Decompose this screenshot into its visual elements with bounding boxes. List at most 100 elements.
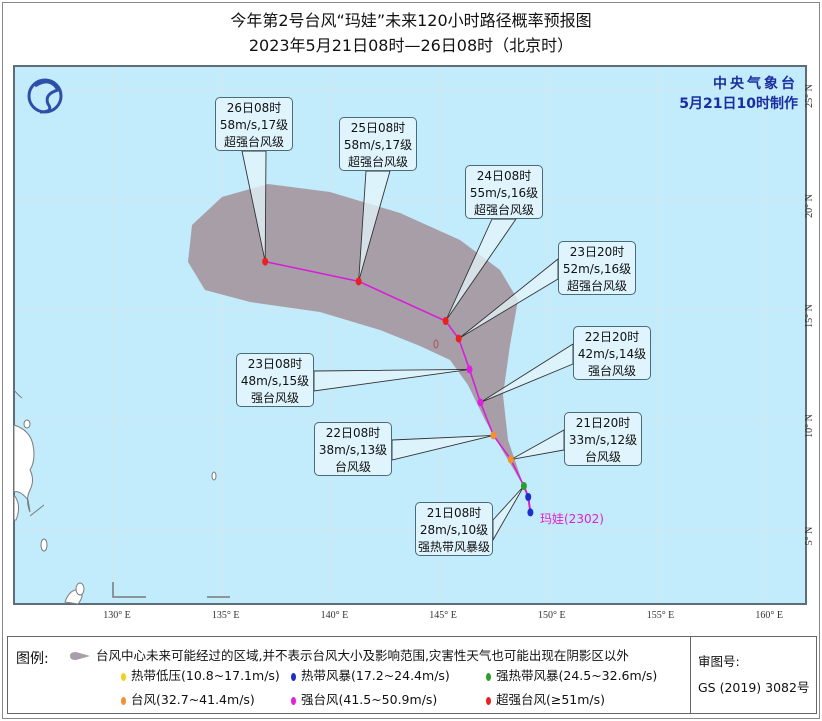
forecast-grade: 超强台风级 [347,155,408,169]
track-point-ty[interactable] [490,431,497,440]
axis-ticks: 130° E 135° E 140° E 145° E 150° E 155° E 160°… [103,84,815,621]
track-point-super_ty[interactable] [442,317,449,325]
legend-item-label: 台风(32.7~41.4m/s) [131,692,255,707]
track-point-sty[interactable] [466,365,473,374]
forecast-wind: 48m/s,15级 [240,374,310,388]
lon-tick-label: 145° E [429,610,457,621]
forecast-label-box: 22日20时 42m/s,14级 强台风级 [573,326,651,380]
legend-item-td: 热带低压(10.8~17.1m/s) [121,665,280,684]
intensity-dot-icon [121,697,126,705]
callout-pointer [492,485,525,542]
track-point-ts[interactable] [527,508,534,517]
legend-item-super_ty: 超强台风(≥51m/s) [486,689,605,708]
issued-time: 5月21日10时制作 [679,96,798,112]
cma-logo [27,78,63,114]
forecast-time: 25日08时 [350,121,406,135]
forecast-grade: 台风级 [334,460,371,474]
lon-tick-label: 130° E [103,610,131,621]
forecast-wind: 55m/s,16级 [469,186,539,200]
legend-item-label: 强热带风暴(24.5~32.6m/s) [496,668,658,683]
track-point-super_ty[interactable] [455,334,462,343]
legend-title: 图例: [16,651,49,667]
legend: 图例: 台风中心未来可能经过的区域,并不表示台风大小及影响范围,灾害性天气也可能… [7,636,817,714]
map-subtitle: 2023年5月21日08时—26日08时（北京时） [248,36,574,55]
intensity-dot-icon [486,697,491,705]
track-point-ty[interactable] [507,455,514,464]
track-point-super_ty[interactable] [262,257,269,266]
legend-cone: 台风中心未来可能经过的区域,并不表示台风大小及影响范围,灾害性天气也可能出现在阴… [68,645,629,664]
intensity-dot-icon [486,673,491,681]
forecast-label-box: 24日08时 55m/s,16级 超强台风级 [465,165,543,219]
forecast-wind: 42m/s,14级 [577,347,647,361]
lon-tick-label: 135° E [212,610,240,621]
forecast-time: 21日08时 [426,506,482,520]
lat-tick-label: 15° N [804,304,815,328]
forecast-wind: 58m/s,17级 [219,118,289,132]
forecast-grade: 强台风级 [250,391,299,405]
legend-item-sty: 强台风(41.5~50.9m/s) [291,689,437,708]
forecast-wind: 52m/s,16级 [562,262,632,276]
lat-tick-label: 25° N [804,84,815,108]
forecast-label-box: 21日08时 28m/s,10级 强热带风暴级 [415,502,493,556]
legend-cone-text: 台风中心未来可能经过的区域,并不表示台风大小及影响范围,灾害性天气也可能出现在阴… [95,648,629,663]
lon-tick-label: 160° E [755,610,783,621]
callout-pointer [445,218,517,322]
typhoon-name-label: 玛娃(2302) [540,512,604,526]
forecast-label-box: 26日08时 58m/s,17级 超强台风级 [215,97,293,151]
forecast-time: 22日20时 [584,330,640,344]
callout-pointer [358,170,391,282]
legend-divider [690,637,691,713]
forecast-label-box: 23日08时 48m/s,15级 强台风级 [236,353,314,407]
forecast-grade: 超强台风级 [566,279,627,293]
forecast-grade: 超强台风级 [473,203,534,217]
legend-item-label: 强台风(41.5~50.9m/s) [301,692,438,707]
legend-item-label: 超强台风(≥51m/s) [496,692,606,707]
callouts [241,150,574,542]
forecast-label-box: 25日08时 58m/s,17级 超强台风级 [339,117,417,171]
island [433,339,439,349]
legend-item-sts: 强热带风暴(24.5~32.6m/s) [486,665,657,684]
forecast-time: 21日20时 [575,416,631,430]
forecast-wind: 28m/s,10级 [419,523,489,537]
legend-item-ty: 台风(32.7~41.4m/s) [121,689,255,708]
agency-block: 中央气象台 5月21日10时制作 [679,74,798,114]
forecast-time: 24日08时 [476,169,532,183]
forecast-wind: 58m/s,17级 [343,138,413,152]
track-point-super_ty[interactable] [355,277,362,286]
forecast-time: 23日08时 [247,357,303,371]
callout-pointer [313,368,470,392]
forecast-wind: 38m/s,13级 [318,443,388,457]
agency-name: 中央气象台 [713,76,798,92]
forecast-label-box: 23日20时 52m/s,16级 超强台风级 [558,241,636,295]
track-point-ts[interactable] [525,493,532,501]
legend-item-label: 热带低压(10.8~17.1m/s) [131,668,280,683]
intensity-dot-icon [291,673,296,681]
review-number: GS (2019) 3082号 [698,680,810,695]
forecast-grade: 超强台风级 [223,135,284,149]
forecast-label-box: 22日08时 38m/s,13级 台风级 [314,422,392,476]
landmass [13,389,230,605]
legend-item-label: 热带风暴(17.2~24.4m/s) [301,668,450,683]
forecast-grade: 台风级 [584,450,621,464]
forecast-grade: 强台风级 [587,364,636,378]
track-points [262,257,534,517]
lat-tick-label: 10° N [804,414,815,438]
callout-pointer [391,434,494,461]
forecast-time: 22日08时 [325,426,381,440]
probability-cone [188,184,524,487]
forecast-time: 23日20时 [569,245,625,259]
intensity-dot-icon [121,673,126,681]
forecast-grade: 强热带风暴级 [417,540,490,554]
track-point-sts[interactable] [520,482,527,490]
lat-tick-label: 20° N [804,194,815,218]
intensity-dot-icon [291,697,296,705]
lat-tick-label: 5° N [804,527,815,546]
track-point-sty[interactable] [477,398,484,407]
callout-pointer [241,150,267,262]
lon-tick-label: 150° E [538,610,566,621]
forecast-wind: 33m/s,12级 [568,433,638,447]
review-label: 审图号: [698,654,740,669]
map-title: 今年第2号台风“玛娃”未来120小时路径概率预报图 [230,11,592,30]
cone-swatch-icon [70,652,90,660]
